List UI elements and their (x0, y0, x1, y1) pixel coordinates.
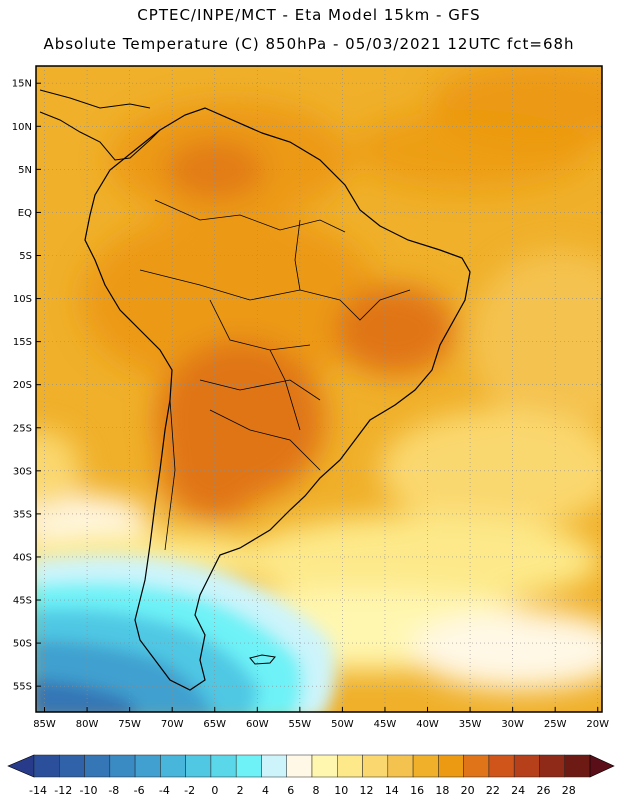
color-scale-label: -14 (29, 784, 47, 797)
color-scale-swatch (109, 754, 136, 778)
color-scale-label: -12 (54, 784, 72, 797)
color-scale-swatch (210, 754, 237, 778)
central-america-coastline (39, 89, 161, 161)
lon-label: 50W (331, 719, 354, 730)
lon-label: 40W (416, 719, 439, 730)
color-scale-label: 4 (262, 784, 269, 797)
color-scale-label: 20 (461, 784, 475, 797)
color-scale-label: 14 (385, 784, 399, 797)
color-scale-label: 28 (562, 784, 576, 797)
lon-label: 60W (246, 719, 269, 730)
temperature-map: 15N 10N 5N EQ 5S 10S 15S 20S 25S 30S 35S 40S 45S 50S 5… (12, 65, 609, 730)
temperature-field (36, 66, 602, 712)
lon-label: 45W (374, 719, 397, 730)
color-scale-label: -8 (108, 784, 119, 797)
lon-label: 65W (203, 719, 226, 730)
color-scale-swatch (412, 754, 439, 778)
color-scale-label: 18 (435, 784, 449, 797)
lat-label: 15S (13, 337, 32, 348)
color-scale-label: 10 (334, 784, 348, 797)
color-scale-label: -10 (80, 784, 98, 797)
color-scale-swatch (362, 754, 389, 778)
title-line-1: CPTEC/INPE/MCT - Eta Model 15km - GFS (137, 6, 481, 24)
lon-label: 35W (459, 719, 482, 730)
title-line-2: Absolute Temperature (C) 850hPa - 05/03/… (43, 35, 575, 53)
color-scale-label: -2 (184, 784, 195, 797)
color-scale-label: 26 (536, 784, 550, 797)
lat-label: EQ (18, 208, 32, 219)
color-scale-swatch (235, 754, 262, 778)
lat-label: 5N (18, 165, 32, 176)
lat-label: 40S (13, 552, 32, 563)
color-scale-swatch (160, 754, 186, 778)
color-scale-label: 2 (237, 784, 244, 797)
color-scale-swatch (438, 754, 464, 778)
color-scale-label: -4 (159, 784, 170, 797)
lat-label: 10N (12, 122, 32, 133)
lat-label: 50S (13, 639, 32, 650)
color-scale-swatch (463, 754, 490, 778)
latitude-labels: 15N 10N 5N EQ 5S 10S 15S 20S 25S 30S 35S 40S 45S 50S 5… (12, 79, 41, 693)
color-scale-label: 0 (211, 784, 218, 797)
color-scale-swatch (59, 754, 85, 778)
lat-label: 35S (13, 509, 32, 520)
lon-label: 75W (118, 719, 141, 730)
map-frame (35, 65, 603, 713)
color-scale-swatch (387, 754, 414, 778)
color-scale-swatches (7, 754, 615, 778)
color-scale-swatch (564, 754, 591, 778)
color-scale-swatch (84, 754, 111, 778)
lon-label: 20W (586, 719, 609, 730)
longitude-labels: 85W 80W 75W 70W 65W 60W 55W 50W 45W 40W 35W 30W 25W 2… (33, 707, 609, 730)
lon-label: 80W (76, 719, 99, 730)
lon-label: 25W (544, 719, 567, 730)
color-scale-high-arrow (589, 754, 615, 778)
lat-label: 45S (13, 596, 32, 607)
color-scale-label: 22 (486, 784, 500, 797)
country-borders (139, 199, 411, 551)
color-scale-swatch (513, 754, 540, 778)
color-scale-label: 16 (410, 784, 424, 797)
color-scale-swatch (261, 754, 287, 778)
falkland-islands (249, 654, 276, 665)
color-scale-swatch (311, 754, 338, 778)
color-scale-swatch (539, 754, 565, 778)
color-scale-labels: -14 -12 -10 -8 -6 -4 -2 0 2 4 6 8 10 12 14 16 18 20 22 24 26… (29, 784, 576, 797)
lon-label: 85W (33, 719, 56, 730)
cold-region (36, 555, 336, 712)
lon-label: 70W (161, 719, 184, 730)
color-scale-swatch (33, 754, 60, 778)
color-scale-low-arrow (7, 754, 35, 778)
color-scale-label: 24 (511, 784, 525, 797)
lat-label: 15N (12, 79, 32, 90)
lon-label: 55W (289, 719, 312, 730)
color-scale-swatch (134, 754, 161, 778)
lon-label: 30W (501, 719, 524, 730)
lat-label: 5S (19, 251, 32, 262)
color-scale-swatch (185, 754, 212, 778)
color-scale-swatch (286, 754, 313, 778)
color-scale-swatch (488, 754, 515, 778)
color-scale-bar: -14 -12 -10 -8 -6 -4 -2 0 2 4 6 8 10 12 14 16 18 20 22 24 26… (7, 754, 615, 797)
lat-label: 10S (13, 294, 32, 305)
south-america-coastline (84, 107, 471, 691)
lat-label: 25S (13, 423, 32, 434)
color-scale-label: 8 (313, 784, 320, 797)
lat-label: 55S (13, 682, 32, 693)
color-scale-label: 12 (360, 784, 374, 797)
color-scale-label: 6 (287, 784, 294, 797)
lat-label: 20S (13, 380, 32, 391)
color-scale-label: -6 (134, 784, 145, 797)
color-scale-swatch (337, 754, 363, 778)
lat-label: 30S (13, 466, 32, 477)
